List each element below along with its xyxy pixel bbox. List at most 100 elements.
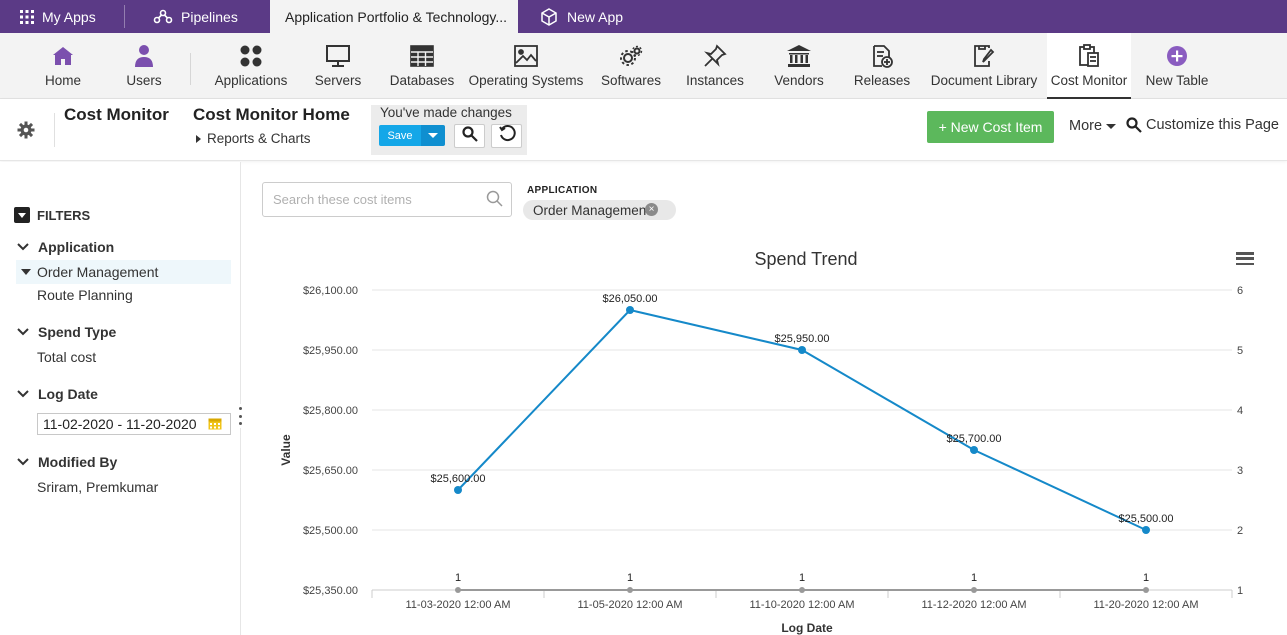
release-icon xyxy=(870,43,894,69)
caret-down-icon xyxy=(21,269,31,275)
inspect-changes-button[interactable] xyxy=(454,124,485,148)
y-tick-label: $25,950.00 xyxy=(303,345,358,357)
monitor-icon xyxy=(325,43,351,69)
hamburger-icon-bar xyxy=(1236,257,1254,260)
active-filter-label: APPLICATION xyxy=(527,185,598,196)
panel-resize-handle[interactable] xyxy=(236,404,244,428)
page-header: Cost Monitor Cost Monitor Home Reports &… xyxy=(0,99,1287,161)
image-icon xyxy=(514,43,538,69)
hamburger-icon-bar xyxy=(1236,252,1254,255)
filter-option-order-management[interactable]: Order Management xyxy=(16,260,231,284)
my-apps-button[interactable]: My Apps xyxy=(20,0,96,33)
y2-tick-label: 6 xyxy=(1237,285,1243,297)
chart-menu-button[interactable] xyxy=(1236,252,1254,265)
filter-group-spend-type[interactable]: Spend Type xyxy=(17,324,116,340)
reports-charts-label: Reports & Charts xyxy=(207,131,311,146)
filters-title-label: FILTERS xyxy=(37,207,91,223)
y2-tick-label: 3 xyxy=(1237,465,1243,477)
nav-label-softwares: Softwares xyxy=(600,73,662,88)
reports-charts-link[interactable]: Reports & Charts xyxy=(196,131,311,146)
y-axis-title: Value xyxy=(279,434,293,466)
new-cost-item-button[interactable]: + New Cost Item xyxy=(927,111,1054,143)
nav-item-applications[interactable]: Applications xyxy=(213,33,289,99)
value-data-label: $25,950.00 xyxy=(774,333,829,345)
filter-option-label: Order Management xyxy=(37,264,159,280)
count-data-label: 1 xyxy=(971,572,977,584)
nav-item-cost-monitor[interactable]: Cost Monitor xyxy=(1047,33,1131,99)
value-data-label: $25,600.00 xyxy=(430,473,485,485)
count-point xyxy=(1143,587,1149,593)
count-point xyxy=(799,587,805,593)
y-tick-label: $25,500.00 xyxy=(303,525,358,537)
nav-item-releases[interactable]: Releases xyxy=(854,33,910,99)
collapse-icon xyxy=(14,207,30,223)
filters-panel: FILTERS Application Order Management Rou… xyxy=(0,162,244,635)
filter-group-label: Log Date xyxy=(38,386,98,402)
settings-button[interactable] xyxy=(17,121,35,144)
filter-option-modified-by[interactable]: Sriram, Premkumar xyxy=(37,479,159,495)
search-icon[interactable] xyxy=(486,190,503,212)
chevron-down-icon xyxy=(17,390,29,398)
chevron-down-icon xyxy=(17,458,29,466)
nav-item-new-table[interactable]: New Table xyxy=(1145,33,1209,99)
active-app-tab[interactable]: Application Portfolio & Technology... xyxy=(270,0,518,33)
filter-option-route-planning[interactable]: Route Planning xyxy=(37,287,133,303)
cube-icon xyxy=(539,7,559,27)
filter-group-label: Application xyxy=(38,239,115,255)
nav-item-databases[interactable]: Databases xyxy=(390,33,454,99)
nav-item-users[interactable]: Users xyxy=(124,33,164,99)
nav-item-vendors[interactable]: Vendors xyxy=(772,33,826,99)
filter-option-total-cost[interactable]: Total cost xyxy=(37,349,97,365)
value-point xyxy=(970,446,978,454)
new-app-button[interactable]: New App xyxy=(539,0,623,33)
top-divider xyxy=(124,5,125,28)
nav-item-operating-systems[interactable]: Operating Systems xyxy=(469,33,583,99)
value-data-label: $25,700.00 xyxy=(946,433,1001,445)
filters-toggle[interactable]: FILTERS xyxy=(14,207,90,223)
pipelines-icon xyxy=(153,9,173,25)
filter-group-modified-by[interactable]: Modified By xyxy=(17,454,117,470)
caret-down-icon xyxy=(428,133,438,138)
customize-page-button[interactable]: Customize this Page xyxy=(1125,116,1279,134)
applications-icon xyxy=(239,43,263,69)
count-point xyxy=(971,587,977,593)
document-edit-icon xyxy=(972,43,996,69)
y2-tick-label: 4 xyxy=(1237,405,1243,417)
nav-item-document-library[interactable]: Document Library xyxy=(931,33,1037,99)
filter-group-application[interactable]: Application xyxy=(17,239,114,255)
page-title: Cost Monitor Home xyxy=(193,105,350,124)
value-point xyxy=(454,486,462,494)
pipelines-button[interactable]: Pipelines xyxy=(153,0,238,33)
active-app-tab-label: Application Portfolio & Technology... xyxy=(285,8,508,25)
table-nav-bar: Home Users Applications Servers Database… xyxy=(0,33,1287,99)
bank-icon xyxy=(786,43,812,69)
grid-icon xyxy=(20,9,34,24)
nav-item-softwares[interactable]: Softwares xyxy=(601,33,661,99)
plus-circle-icon xyxy=(1166,43,1188,69)
home-icon xyxy=(52,43,74,69)
search-input[interactable] xyxy=(263,183,483,216)
count-point xyxy=(455,587,461,593)
more-menu-button[interactable]: More xyxy=(1069,118,1117,134)
filter-group-log-date[interactable]: Log Date xyxy=(17,386,98,402)
remove-filter-icon[interactable]: × xyxy=(645,203,658,216)
magnifier-icon xyxy=(461,125,479,148)
nav-label-instances: Instances xyxy=(686,73,744,88)
nav-item-home[interactable]: Home xyxy=(42,33,84,99)
y-tick-label: $26,100.00 xyxy=(303,285,358,297)
save-button[interactable]: Save xyxy=(379,125,421,146)
nav-label-applications: Applications xyxy=(214,73,288,88)
my-apps-label: My Apps xyxy=(42,8,96,25)
table-icon xyxy=(410,43,434,69)
chevron-down-icon xyxy=(17,243,29,251)
nav-item-instances[interactable]: Instances xyxy=(686,33,744,99)
revert-changes-button[interactable] xyxy=(491,124,522,148)
nav-item-servers[interactable]: Servers xyxy=(313,33,363,99)
spend-trend-chart: Spend Trend $25,350.00 $25,500.00 $25,650.0… xyxy=(279,249,1243,635)
nav-label-vendors: Vendors xyxy=(774,73,824,88)
calendar-icon[interactable] xyxy=(208,417,222,433)
unsaved-changes-panel: You've made changes Save xyxy=(371,105,527,155)
nav-label-new-table: New Table xyxy=(1145,73,1209,88)
save-options-dropdown[interactable] xyxy=(421,125,445,146)
log-date-range-input[interactable]: 11-02-2020 - 11-20-2020 xyxy=(37,413,231,435)
